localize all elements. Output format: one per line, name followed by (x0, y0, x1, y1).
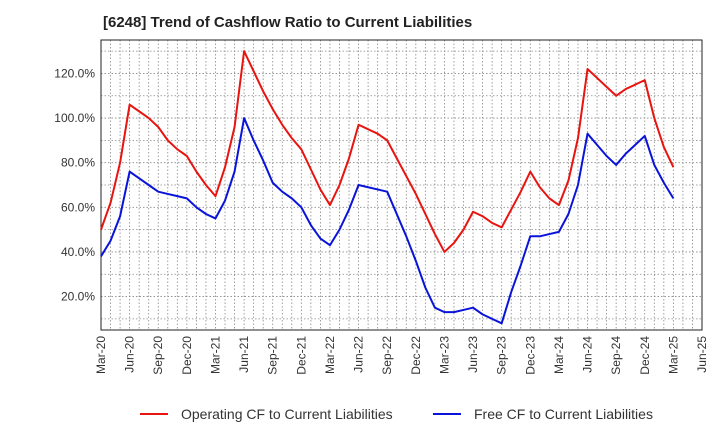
x-tick-label: Dec-24 (638, 336, 652, 375)
series-line-operating-cf (100, 50, 675, 253)
x-tick-label: Jun-20 (123, 336, 137, 373)
y-tick-label: 100.0% (54, 111, 95, 125)
x-tick-label: Sep-20 (151, 336, 165, 375)
x-tick-label: Jun-22 (352, 336, 366, 373)
y-tick-label: 120.0% (54, 66, 95, 80)
x-tick-label: Dec-20 (180, 336, 194, 375)
x-tick-label: Mar-23 (437, 336, 451, 374)
x-tick-label: Dec-22 (409, 336, 423, 375)
y-tick-label: 80.0% (61, 156, 95, 170)
x-tick-label: Sep-23 (495, 336, 509, 375)
x-tick-label: Jun-21 (237, 336, 251, 373)
y-tick-label: 60.0% (61, 200, 95, 214)
x-tick-label: Sep-22 (380, 336, 394, 375)
x-tick-label: Dec-23 (523, 336, 537, 375)
x-tick-label: Mar-22 (323, 336, 337, 374)
x-tick-label: Sep-24 (609, 336, 623, 375)
y-tick-label: 40.0% (61, 245, 95, 259)
x-tick-label: Mar-20 (94, 336, 108, 374)
plot-area (101, 40, 702, 330)
legend-free-cf-label: Free CF to Current Liabilities (474, 406, 653, 422)
series-line-free-cf (100, 117, 675, 325)
x-tick-label: Mar-24 (552, 336, 566, 374)
x-tick-label: Mar-25 (666, 336, 680, 374)
x-tick-label: Dec-21 (294, 336, 308, 375)
x-tick-label: Jun-23 (466, 336, 480, 373)
x-tick-label: Sep-21 (266, 336, 280, 375)
x-tick-label: Jun-25 (695, 336, 709, 373)
legend-operating-cf-label: Operating CF to Current Liabilities (181, 406, 393, 422)
plot-border (100, 39, 703, 331)
x-tick-label: Jun-24 (581, 336, 595, 373)
chart-title: [6248] Trend of Cashflow Ratio to Curren… (103, 14, 473, 31)
x-tick-label: Mar-21 (208, 336, 222, 374)
y-tick-label: 20.0% (61, 290, 95, 304)
